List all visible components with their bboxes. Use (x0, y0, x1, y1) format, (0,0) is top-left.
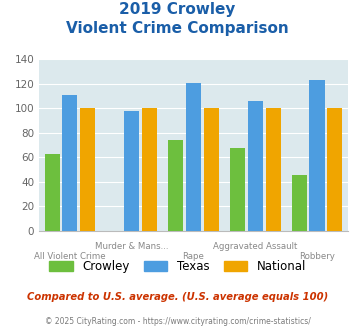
Bar (168, 140, 183, 231)
Bar (204, 109, 219, 231)
Text: All Violent Crime: All Violent Crime (34, 252, 106, 261)
Text: © 2025 CityRating.com - https://www.cityrating.com/crime-statistics/: © 2025 CityRating.com - https://www.city… (45, 317, 310, 326)
Bar (327, 109, 343, 231)
Text: Aggravated Assault: Aggravated Assault (213, 242, 297, 251)
Bar (142, 109, 157, 231)
Text: Compared to U.S. average. (U.S. average equals 100): Compared to U.S. average. (U.S. average … (27, 292, 328, 302)
Text: Violent Crime Comparison: Violent Crime Comparison (66, 21, 289, 36)
Text: Rape: Rape (182, 252, 204, 261)
Bar (186, 83, 201, 231)
Text: 2019 Crowley: 2019 Crowley (119, 2, 236, 16)
Bar (80, 109, 95, 231)
Bar (310, 80, 324, 231)
Bar (291, 175, 307, 231)
Text: Murder & Mans...: Murder & Mans... (95, 242, 169, 251)
Bar (266, 109, 281, 231)
Bar (62, 95, 77, 231)
Bar (230, 148, 245, 231)
Bar (124, 111, 139, 231)
Legend: Crowley, Texas, National: Crowley, Texas, National (49, 260, 306, 273)
Text: Robbery: Robbery (299, 252, 335, 261)
Bar (248, 101, 263, 231)
Bar (44, 154, 60, 231)
